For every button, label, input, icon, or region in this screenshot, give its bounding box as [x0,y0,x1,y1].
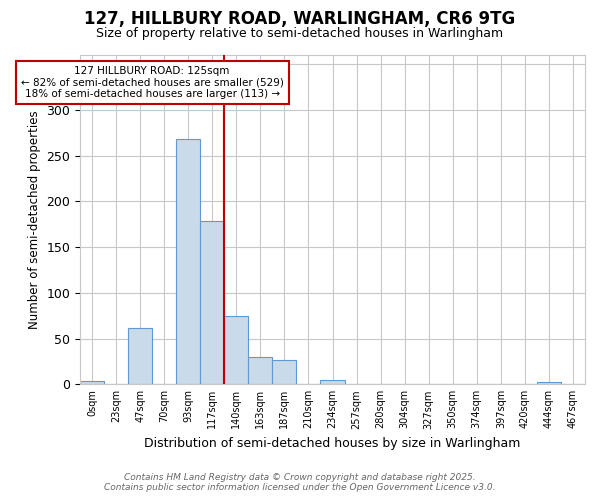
Bar [248,357,272,384]
Bar [272,360,296,384]
Bar [320,380,344,384]
Text: Size of property relative to semi-detached houses in Warlingham: Size of property relative to semi-detach… [97,28,503,40]
Bar [537,382,561,384]
Bar [224,316,248,384]
Bar [200,222,224,384]
X-axis label: Distribution of semi-detached houses by size in Warlingham: Distribution of semi-detached houses by … [145,437,521,450]
Text: 127 HILLBURY ROAD: 125sqm
← 82% of semi-detached houses are smaller (529)
18% of: 127 HILLBURY ROAD: 125sqm ← 82% of semi-… [21,66,284,99]
Y-axis label: Number of semi-detached properties: Number of semi-detached properties [28,110,41,329]
Text: 127, HILLBURY ROAD, WARLINGHAM, CR6 9TG: 127, HILLBURY ROAD, WARLINGHAM, CR6 9TG [85,10,515,28]
Bar [128,328,152,384]
Text: Contains HM Land Registry data © Crown copyright and database right 2025.
Contai: Contains HM Land Registry data © Crown c… [104,473,496,492]
Bar [176,139,200,384]
Bar [80,380,104,384]
